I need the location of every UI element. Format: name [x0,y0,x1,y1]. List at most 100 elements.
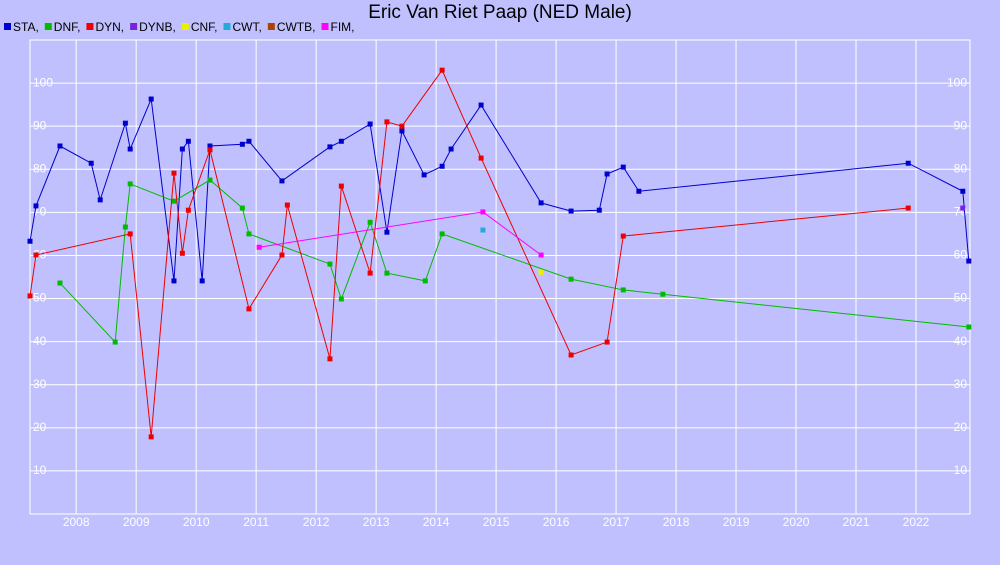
point [33,203,39,209]
point [246,231,252,237]
point [905,205,911,211]
legend-label: FIM, [330,20,354,34]
point [367,219,373,225]
point [179,250,185,256]
point [384,119,390,125]
point [171,278,177,284]
point [480,209,486,215]
series-line [29,69,909,437]
y-tick-label: 20 [33,420,47,434]
point [33,252,39,258]
point [439,67,445,73]
point [148,434,154,440]
legend-label: DNF, [54,20,81,34]
legend-label: CNF, [191,20,218,34]
x-tick-label: 2013 [363,515,390,529]
point [246,306,252,312]
point [636,188,642,194]
point [399,128,405,134]
point [620,287,626,293]
point [905,160,911,166]
point [207,147,213,153]
y-tick-label-right: 20 [954,420,968,434]
x-tick-label: 2022 [903,515,930,529]
point [338,296,344,302]
point [199,278,205,284]
y-tick-label: 30 [33,377,47,391]
point [660,291,666,297]
x-tick-label: 2008 [63,515,90,529]
y-tick-label-right: 30 [954,377,968,391]
point [122,224,128,230]
point [960,205,966,211]
point [448,146,454,152]
point [57,280,63,286]
legend-label: DYNB, [139,20,176,34]
series-line [59,179,969,344]
point [604,339,610,345]
x-tick-label: 2016 [543,515,570,529]
point [127,146,133,152]
point [568,208,574,214]
point [367,270,373,276]
x-tick-label: 2020 [783,515,810,529]
x-tick-label: 2021 [843,515,870,529]
point [256,244,262,250]
point [478,102,484,108]
point [88,160,94,166]
y-tick-label-right: 10 [954,463,968,477]
point [185,207,191,213]
point [27,293,33,299]
y-tick-label: 50 [33,291,47,305]
y-tick-label-right: 100 [947,75,967,89]
point [112,339,118,345]
point [97,197,103,203]
point [246,138,252,144]
point [960,188,966,194]
point [171,198,177,204]
point [399,123,405,129]
legend-label: CWTB, [277,20,316,34]
point [338,138,344,144]
point [171,170,177,176]
legend-label: CWT, [232,20,261,34]
point [439,163,445,169]
y-tick-label: 100 [33,75,53,89]
legend-swatch [321,23,329,30]
x-tick-label: 2014 [423,515,450,529]
point [966,324,972,330]
y-tick-label: 80 [33,161,47,175]
point [27,238,33,244]
point [279,178,285,184]
legend-swatch [181,23,189,30]
point [538,269,544,275]
point [384,229,390,235]
point [604,171,610,177]
legend-swatch [130,23,138,30]
series-line [29,97,970,281]
legend-label: DYN, [95,20,124,34]
point [179,146,185,152]
x-tick-label: 2010 [183,515,210,529]
point [122,120,128,126]
point [538,200,544,206]
y-tick-label-right: 50 [954,291,968,305]
x-tick-label: 2009 [123,515,150,529]
point [620,233,626,239]
y-tick-label: 90 [33,118,47,132]
point [422,278,428,284]
point [239,141,245,147]
point [207,143,213,149]
legend-swatch [267,23,275,30]
point [127,231,133,237]
point [478,155,484,161]
point [367,121,373,127]
point [327,356,333,362]
point [596,207,602,213]
y-tick-label-right: 90 [954,118,968,132]
legend-swatch [86,23,94,30]
point [239,205,245,211]
x-tick-label: 2018 [663,515,690,529]
point [384,270,390,276]
